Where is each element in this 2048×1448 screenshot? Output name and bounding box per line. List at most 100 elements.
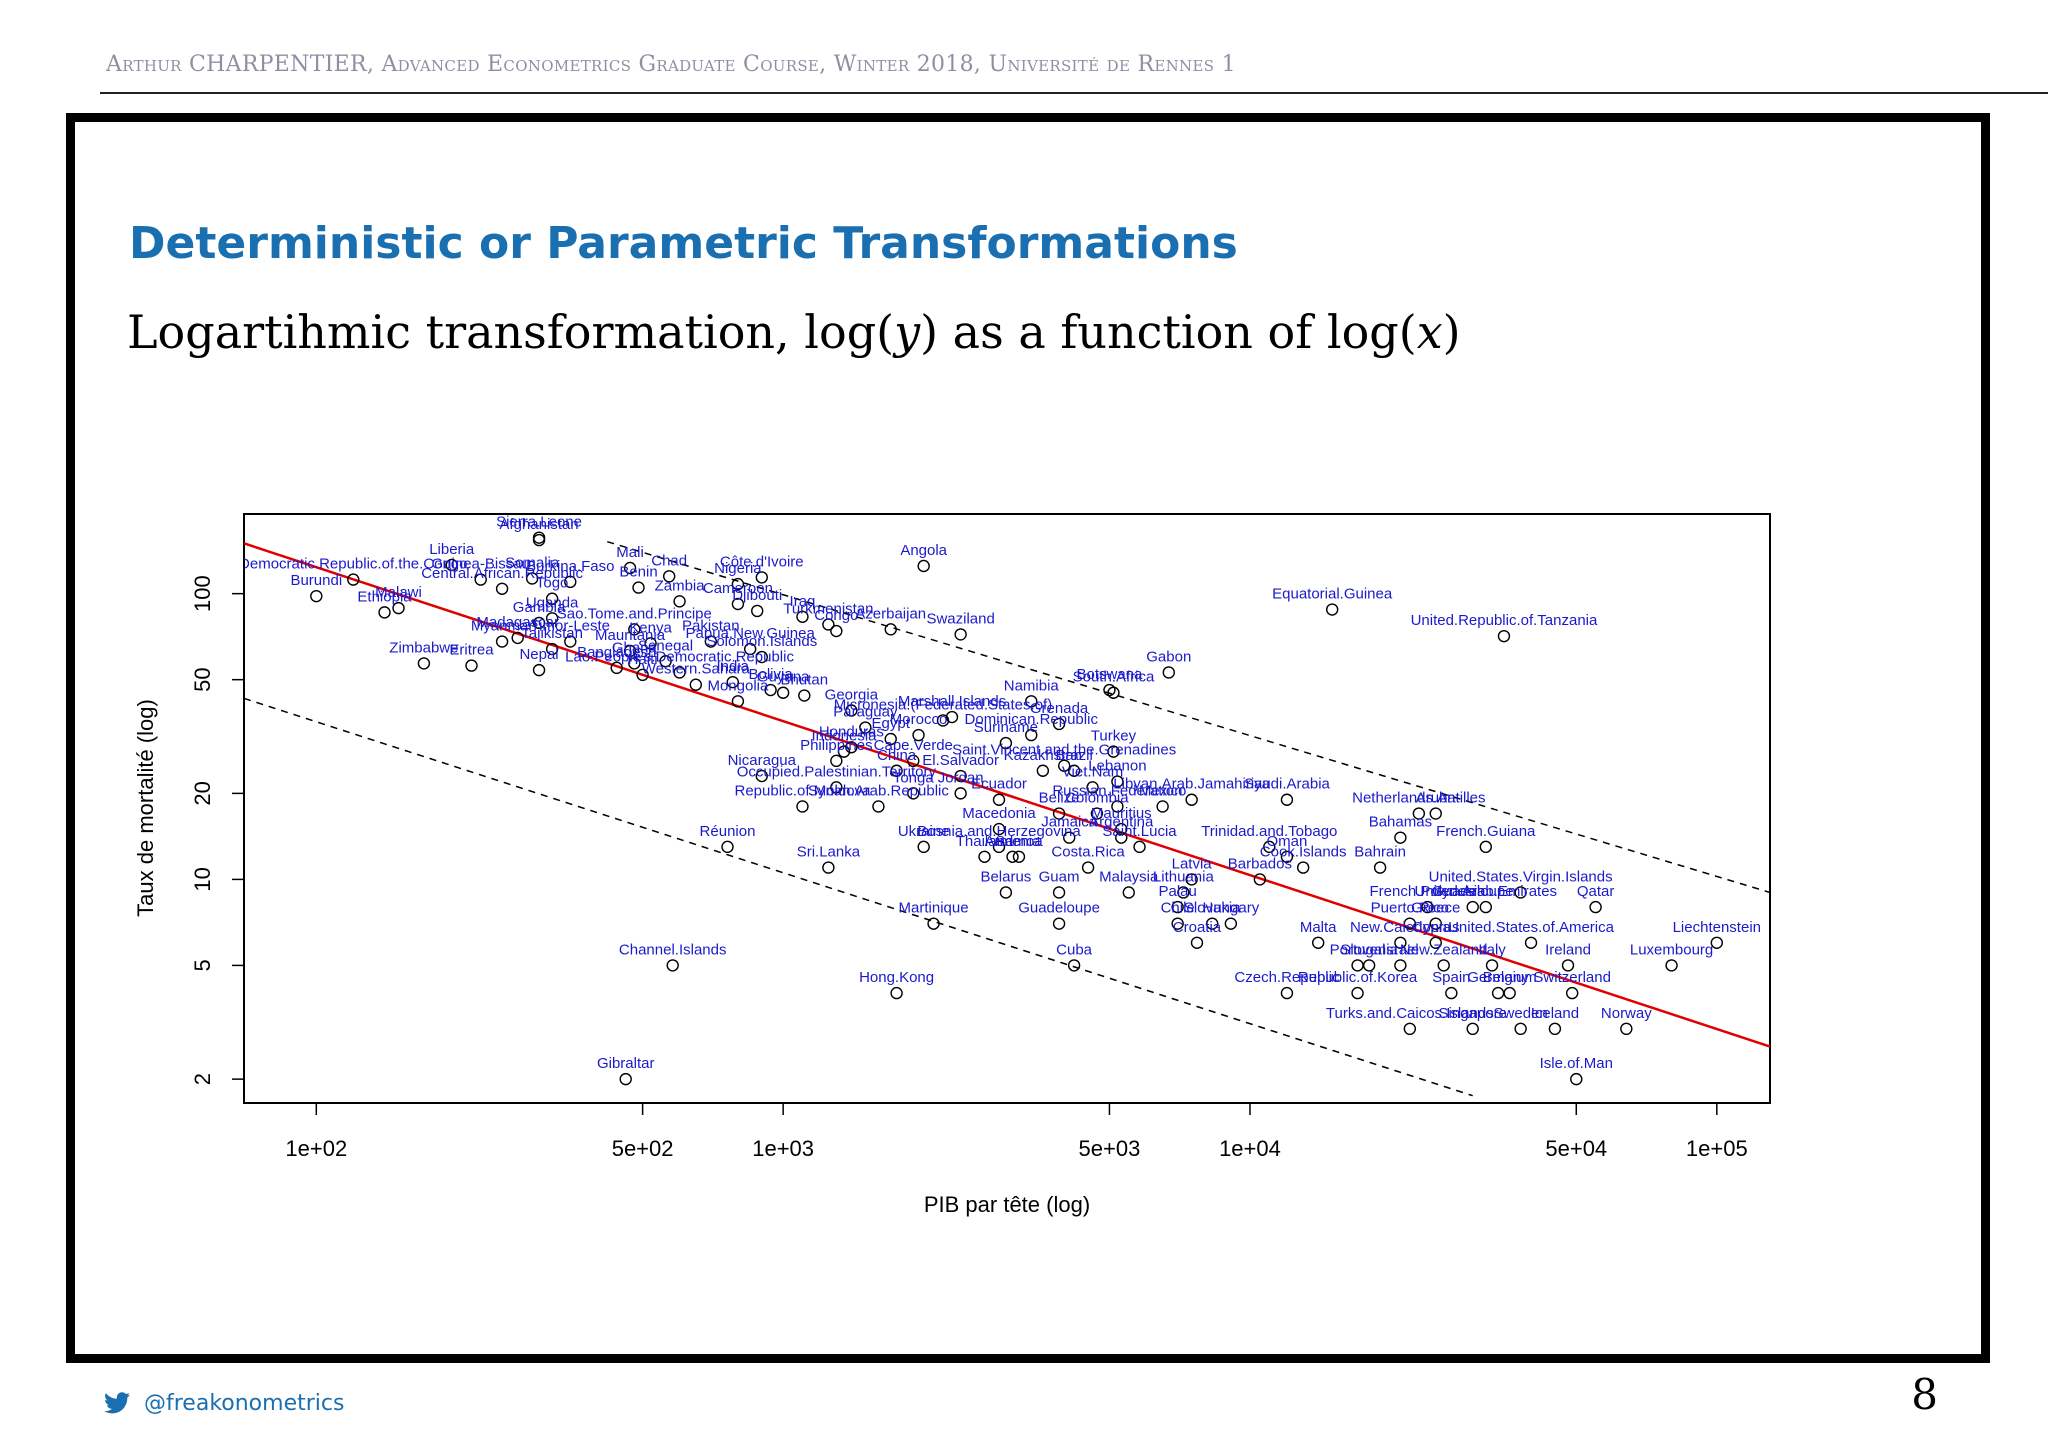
point-label: Solomon.Islands xyxy=(706,633,817,650)
data-point xyxy=(659,655,672,668)
point-label: Turks.and.Caicos.Islands xyxy=(1326,1005,1494,1022)
point-label: Myanmar xyxy=(471,618,534,635)
data-point xyxy=(666,959,679,972)
data-point xyxy=(890,986,903,1000)
point-label: United.States.Virgin.Islands xyxy=(1429,868,1613,885)
data-point xyxy=(1429,936,1442,949)
data-point xyxy=(755,571,768,584)
x-tick-label: 1e+05 xyxy=(1686,1136,1748,1161)
data-point xyxy=(1548,1022,1562,1036)
point-label: Channel.Islands xyxy=(619,941,727,958)
point-label: Argentina xyxy=(1089,814,1154,831)
subtitle-var-y: y xyxy=(894,305,921,359)
data-point xyxy=(564,635,577,648)
data-point xyxy=(1012,850,1026,863)
point-label: Colombia xyxy=(1065,790,1129,807)
point-label: Luxembourg xyxy=(1630,941,1713,958)
data-point xyxy=(628,657,641,670)
point-label: Mexico xyxy=(1139,782,1187,799)
point-label: Sierra.Leone xyxy=(496,514,582,531)
point-label: Grenada xyxy=(1030,700,1089,717)
data-point xyxy=(907,787,920,800)
data-point xyxy=(1067,764,1081,777)
point-label: Mali xyxy=(616,544,644,561)
data-point xyxy=(1437,959,1450,972)
data-point xyxy=(1466,900,1479,914)
y-tick-label: 20 xyxy=(190,781,215,805)
point-label: Barbados xyxy=(1228,855,1292,872)
point-label: Saint.Lucia xyxy=(1102,823,1177,840)
data-point xyxy=(1710,936,1724,949)
data-point xyxy=(1421,900,1434,914)
point-label: Macedonia xyxy=(962,805,1036,822)
point-label: Gabon xyxy=(1146,648,1191,665)
footer-handle[interactable]: @freakonometrics xyxy=(104,1388,344,1418)
x-tick-label: 1e+02 xyxy=(285,1136,347,1161)
data-point xyxy=(1063,831,1076,844)
data-point xyxy=(1362,959,1376,972)
point-label: Turkmenistan xyxy=(783,600,873,617)
data-point xyxy=(1025,728,1038,742)
data-point xyxy=(495,635,509,648)
point-label: Micronesia.(Federated.States.of) xyxy=(834,696,1052,713)
point-label: Guadeloupe xyxy=(1018,900,1100,917)
data-point xyxy=(1185,873,1198,886)
point-label: Kazakhstan xyxy=(1004,747,1082,764)
data-point xyxy=(1394,936,1407,949)
point-label: Czech.Republic xyxy=(1234,969,1340,986)
point-label: Honduras xyxy=(819,723,884,740)
point-label: Burundi xyxy=(290,572,342,589)
data-point xyxy=(623,561,637,575)
data-point xyxy=(1280,986,1294,1000)
point-label: Somalia xyxy=(505,554,560,571)
point-label: Syrian.Arab.Republic xyxy=(808,782,949,799)
data-point xyxy=(837,745,851,758)
point-label: French.Guiana xyxy=(1436,823,1536,840)
point-label: Slovenia xyxy=(1340,941,1398,958)
y-axis-title: Taux de mortalité (log) xyxy=(133,699,158,917)
handle-text[interactable]: @freakonometrics xyxy=(144,1390,345,1416)
data-point xyxy=(636,668,649,682)
data-point xyxy=(310,589,323,603)
point-label: Gibraltar xyxy=(597,1055,655,1072)
data-point xyxy=(532,531,546,544)
point-label: Malawi xyxy=(375,584,422,601)
data-point xyxy=(632,581,645,594)
point-label: Namibia xyxy=(1004,677,1060,694)
data-point xyxy=(1466,1022,1479,1036)
data-point xyxy=(1561,959,1575,972)
point-label: China xyxy=(877,747,917,764)
data-point xyxy=(610,661,623,675)
y-tick-label: 50 xyxy=(190,667,215,691)
point-label: Marshall.Islands xyxy=(898,693,1006,710)
y-tick-label: 10 xyxy=(190,867,215,891)
x-axis-title: PIB par tête (log) xyxy=(924,1192,1090,1217)
point-label: Papua.New.Guinea xyxy=(686,625,816,642)
data-point xyxy=(978,850,991,863)
subtitle-end: ) xyxy=(1442,305,1461,359)
data-point xyxy=(1263,840,1276,854)
point-label: India xyxy=(717,658,750,675)
subtitle-lead: Logartihmic transformation, log( xyxy=(127,305,895,359)
point-label: Mauritius xyxy=(1091,805,1152,822)
x-tick-label: 5e+04 xyxy=(1545,1136,1607,1161)
data-point xyxy=(1185,793,1198,806)
point-label: Ghana xyxy=(612,639,658,656)
band-lower-line xyxy=(244,697,1473,1097)
point-label: Tajikistan xyxy=(521,625,583,642)
point-label: Botswana xyxy=(1077,666,1144,683)
point-label: Bolivia xyxy=(749,666,794,683)
point-label: Iraq xyxy=(790,593,816,610)
point-label: Cape.Verde xyxy=(874,737,953,754)
point-label: Liberia xyxy=(429,541,475,558)
data-point xyxy=(1253,873,1267,886)
data-point xyxy=(755,650,768,664)
point-label: Switzerland xyxy=(1533,969,1611,986)
data-point xyxy=(1115,831,1128,844)
data-point xyxy=(532,663,546,677)
point-label: Occupied.Palestinian.Territory xyxy=(737,763,937,780)
point-label: Tonga xyxy=(893,769,935,786)
point-label: Dominican.Republic xyxy=(965,711,1099,728)
data-point xyxy=(532,533,546,547)
